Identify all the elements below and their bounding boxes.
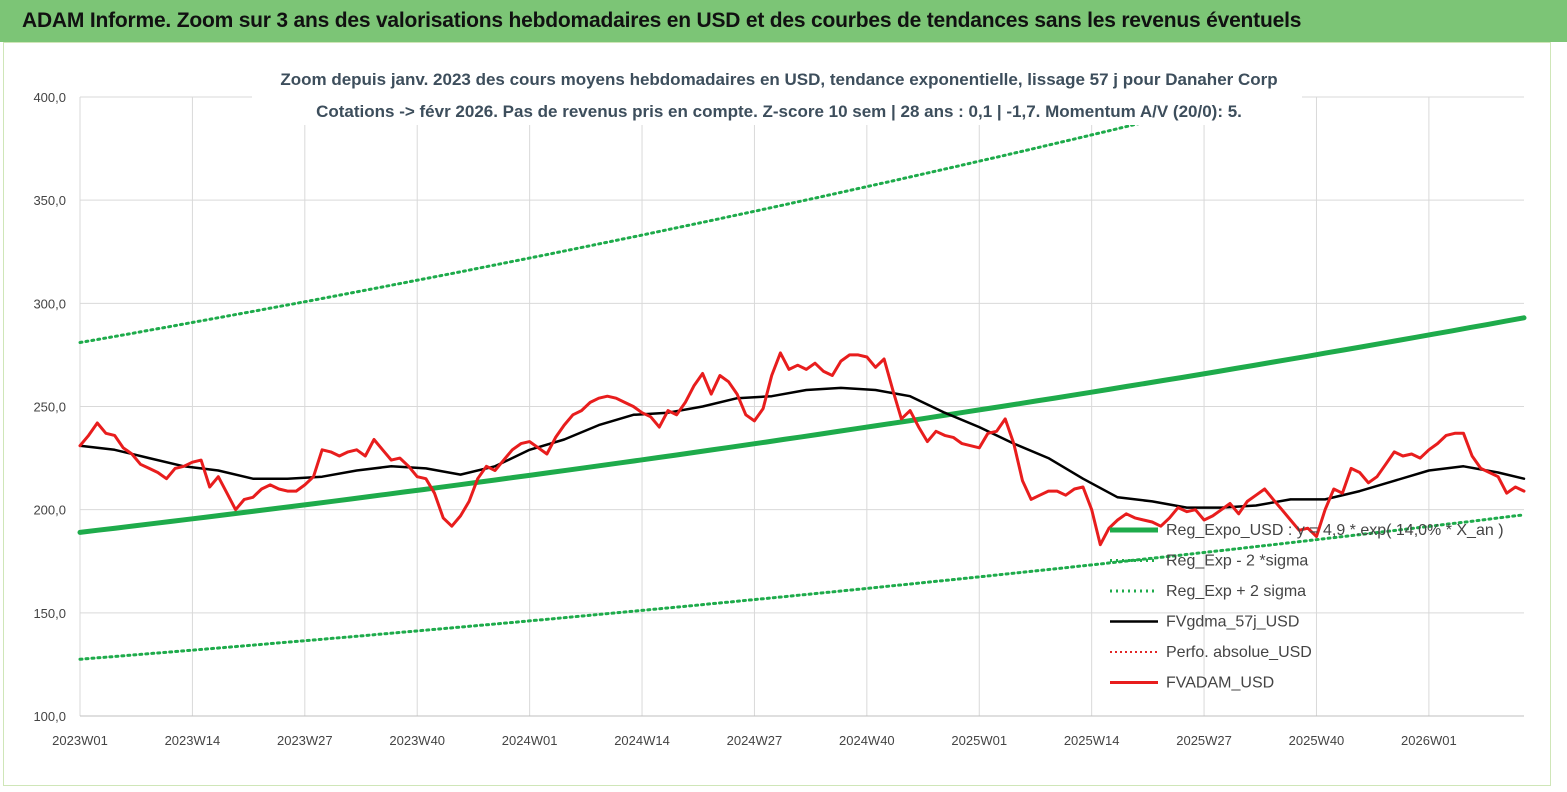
y-tick-label: 200,0 (33, 503, 66, 518)
legend-label-adam: FVADAM_USD (1166, 675, 1274, 692)
legend-label-expo: Reg_Expo_USD : y = 4,9 *.exp( 14,0% * X_… (1166, 522, 1504, 539)
x-tick-label: 2024W27 (727, 733, 783, 748)
chart-subtitle: Cotations -> févr 2026. Pas de revenus p… (316, 102, 1242, 121)
y-tick-label: 150,0 (33, 606, 66, 621)
x-tick-label: 2025W27 (1176, 733, 1232, 748)
y-tick-label: 350,0 (33, 193, 66, 208)
x-tick-label: 2024W14 (614, 733, 670, 748)
grid (79, 96, 1524, 717)
x-tick-label: 2024W40 (839, 733, 895, 748)
series-line-ma (78, 386, 1526, 509)
x-tick-label: 2023W14 (165, 733, 221, 748)
chart-title: Zoom depuis janv. 2023 des cours moyens … (280, 70, 1277, 89)
y-tick-label: 300,0 (33, 296, 66, 311)
legend-label-ma: FVgdma_57j_USD (1166, 614, 1299, 631)
legend-label-perfo: Perfo. absolue_USD (1166, 644, 1312, 661)
x-tick-label: 2023W27 (277, 733, 333, 748)
x-tick-label: 2025W40 (1289, 733, 1345, 748)
report-banner: ADAM Informe. Zoom sur 3 ans des valoris… (0, 0, 1567, 42)
x-tick-label: 2023W01 (52, 733, 108, 748)
report-banner-title: ADAM Informe. Zoom sur 3 ans des valoris… (22, 9, 1302, 32)
series-line-sigma-low (78, 513, 1526, 661)
legend: Reg_Expo_USD : y = 4,9 *.exp( 14,0% * X_… (1110, 522, 1504, 692)
series-line-sigma-high (78, 98, 1237, 344)
x-tick-label: 2024W01 (502, 733, 558, 748)
legend-label-sigma-high: Reg_Exp + 2 sigma (1166, 583, 1306, 600)
chart-frame: 100,0 150,0 200,0 250,0 300,0 350,0 400,0 2023… (3, 42, 1551, 786)
series-group (77, 98, 1527, 661)
line-chart: 100,0 150,0 200,0 250,0 300,0 350,0 400,0 2023… (33, 63, 1527, 748)
series-line-expo (77, 315, 1527, 535)
chart-title-block: Zoom depuis janv. 2023 des cours moyens … (252, 63, 1302, 125)
y-axis: 100,0 150,0 200,0 250,0 300,0 350,0 400,0 (33, 90, 66, 724)
y-tick-label: 100,0 (33, 709, 66, 724)
x-tick-label: 2023W40 (389, 733, 445, 748)
x-tick-label: 2025W01 (951, 733, 1007, 748)
x-tick-label: 2025W14 (1064, 733, 1120, 748)
x-axis: 2023W01 2023W14 2023W27 2023W40 2024W01 2024W… (52, 715, 1524, 748)
x-tick-label: 2026W01 (1401, 733, 1457, 748)
y-tick-label: 250,0 (33, 400, 66, 415)
legend-label-sigma-low: Reg_Exp - 2 *sigma (1166, 553, 1308, 570)
title-background (252, 63, 1302, 125)
y-tick-label: 400,0 (33, 90, 66, 105)
series-line-adam (78, 351, 1526, 547)
